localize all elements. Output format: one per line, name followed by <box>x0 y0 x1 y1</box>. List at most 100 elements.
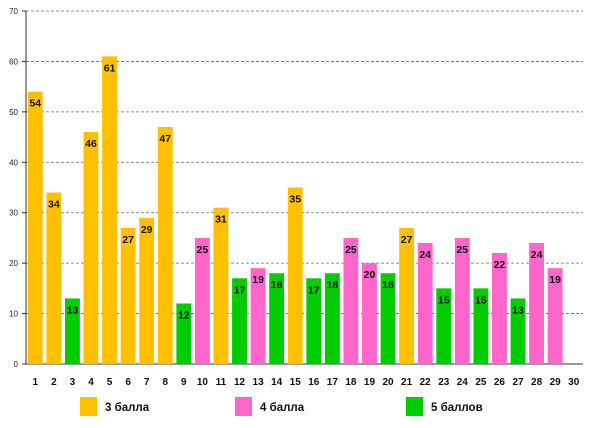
legend-swatch <box>235 397 252 416</box>
x-tick-label: 11 <box>216 377 227 388</box>
x-tick-label: 27 <box>512 377 524 388</box>
y-tick-label: 10 <box>9 310 18 319</box>
y-tick-label: 40 <box>9 158 18 167</box>
x-tick-label: 4 <box>88 377 94 388</box>
bar <box>362 263 377 364</box>
x-tick-label: 22 <box>420 377 432 388</box>
x-tick-label: 19 <box>364 377 376 388</box>
bar <box>510 298 526 364</box>
data-label: 54 <box>29 98 41 110</box>
bar <box>343 237 359 364</box>
legend-swatch <box>406 397 423 416</box>
data-label: 20 <box>364 269 376 281</box>
x-tick-label: 16 <box>308 377 320 388</box>
y-tick-label: 50 <box>9 108 18 117</box>
x-tick-label: 7 <box>144 377 150 388</box>
data-label: 13 <box>512 304 524 316</box>
bar <box>46 192 62 364</box>
bars <box>27 56 563 365</box>
data-label: 18 <box>382 279 394 291</box>
y-tick-label: 20 <box>9 259 18 268</box>
x-tick-label: 26 <box>494 377 506 388</box>
bar <box>287 187 303 364</box>
bar <box>194 237 210 364</box>
bar <box>139 217 155 364</box>
bar <box>529 242 545 364</box>
data-label: 35 <box>289 194 301 206</box>
legend-label: 5 баллов <box>431 402 483 414</box>
bar <box>120 227 136 364</box>
bar <box>64 298 80 364</box>
bar <box>547 268 563 364</box>
x-tick-label: 30 <box>568 377 580 388</box>
data-label: 13 <box>67 304 79 316</box>
x-tick-label: 25 <box>475 377 487 388</box>
y-tick-label: 60 <box>9 57 18 66</box>
bar <box>176 303 192 364</box>
bar <box>102 56 117 365</box>
bar <box>306 278 322 364</box>
x-tick-label: 29 <box>550 377 562 388</box>
gridlines <box>26 10 583 314</box>
y-tick-label: 70 <box>9 7 18 16</box>
x-tick-label: 28 <box>531 377 543 388</box>
bar <box>27 91 43 364</box>
data-label: 24 <box>531 249 543 261</box>
bar <box>269 273 285 364</box>
bar <box>250 268 266 364</box>
data-label: 34 <box>48 199 60 211</box>
x-tick-label: 21 <box>401 377 413 388</box>
x-tick-label: 18 <box>345 377 357 388</box>
bar <box>473 288 489 364</box>
bar <box>157 126 173 364</box>
x-tick-label: 5 <box>107 377 113 388</box>
x-tick-label: 9 <box>181 377 187 388</box>
data-label: 46 <box>85 138 97 150</box>
data-label: 18 <box>327 279 339 291</box>
data-label: 27 <box>122 234 134 246</box>
legend-label: 4 балла <box>260 402 305 414</box>
x-tick-label: 2 <box>51 377 57 388</box>
x-tick-label: 14 <box>271 377 283 388</box>
bar <box>436 288 452 364</box>
bar <box>399 227 415 364</box>
data-labels: 54 34 13 46 61 27 29 47 12 25 31 17 19 18 35 17 18 25 20 18… <box>29 62 561 321</box>
bar <box>417 242 433 364</box>
x-tick-label: 13 <box>253 377 265 388</box>
x-tick-label: 20 <box>382 377 394 388</box>
x-tick-label: 24 <box>457 377 469 388</box>
data-label: 29 <box>141 224 153 236</box>
data-label: 61 <box>104 62 116 74</box>
data-label: 24 <box>419 249 431 261</box>
data-label: 47 <box>159 133 171 145</box>
bar <box>454 237 470 364</box>
legend-swatch <box>80 397 97 416</box>
bar <box>232 278 247 364</box>
data-label: 15 <box>438 294 450 306</box>
x-tick-label: 1 <box>33 377 39 388</box>
bar <box>492 253 507 364</box>
bar <box>324 273 340 364</box>
data-label: 25 <box>197 244 209 256</box>
data-label: 15 <box>475 294 487 306</box>
x-tick-label: 17 <box>327 377 339 388</box>
data-label: 17 <box>308 284 320 296</box>
y-tick-label: 30 <box>9 209 18 218</box>
x-tick-label: 23 <box>438 377 450 388</box>
bar <box>83 132 99 364</box>
x-tick-label: 3 <box>70 377 76 388</box>
data-label: 18 <box>271 279 283 291</box>
legend: 3 балла 4 балла 5 баллов <box>80 397 483 416</box>
data-label: 12 <box>178 309 190 321</box>
data-label: 31 <box>215 214 227 226</box>
data-label: 17 <box>234 284 246 296</box>
data-label: 22 <box>494 259 506 271</box>
data-label: 19 <box>549 274 561 286</box>
x-tick-label: 8 <box>162 377 168 388</box>
x-tick-label: 10 <box>197 377 209 388</box>
bar <box>213 207 229 364</box>
x-tick-label: 15 <box>290 377 302 388</box>
data-label: 27 <box>401 234 413 246</box>
legend-label: 3 балла <box>105 402 150 414</box>
